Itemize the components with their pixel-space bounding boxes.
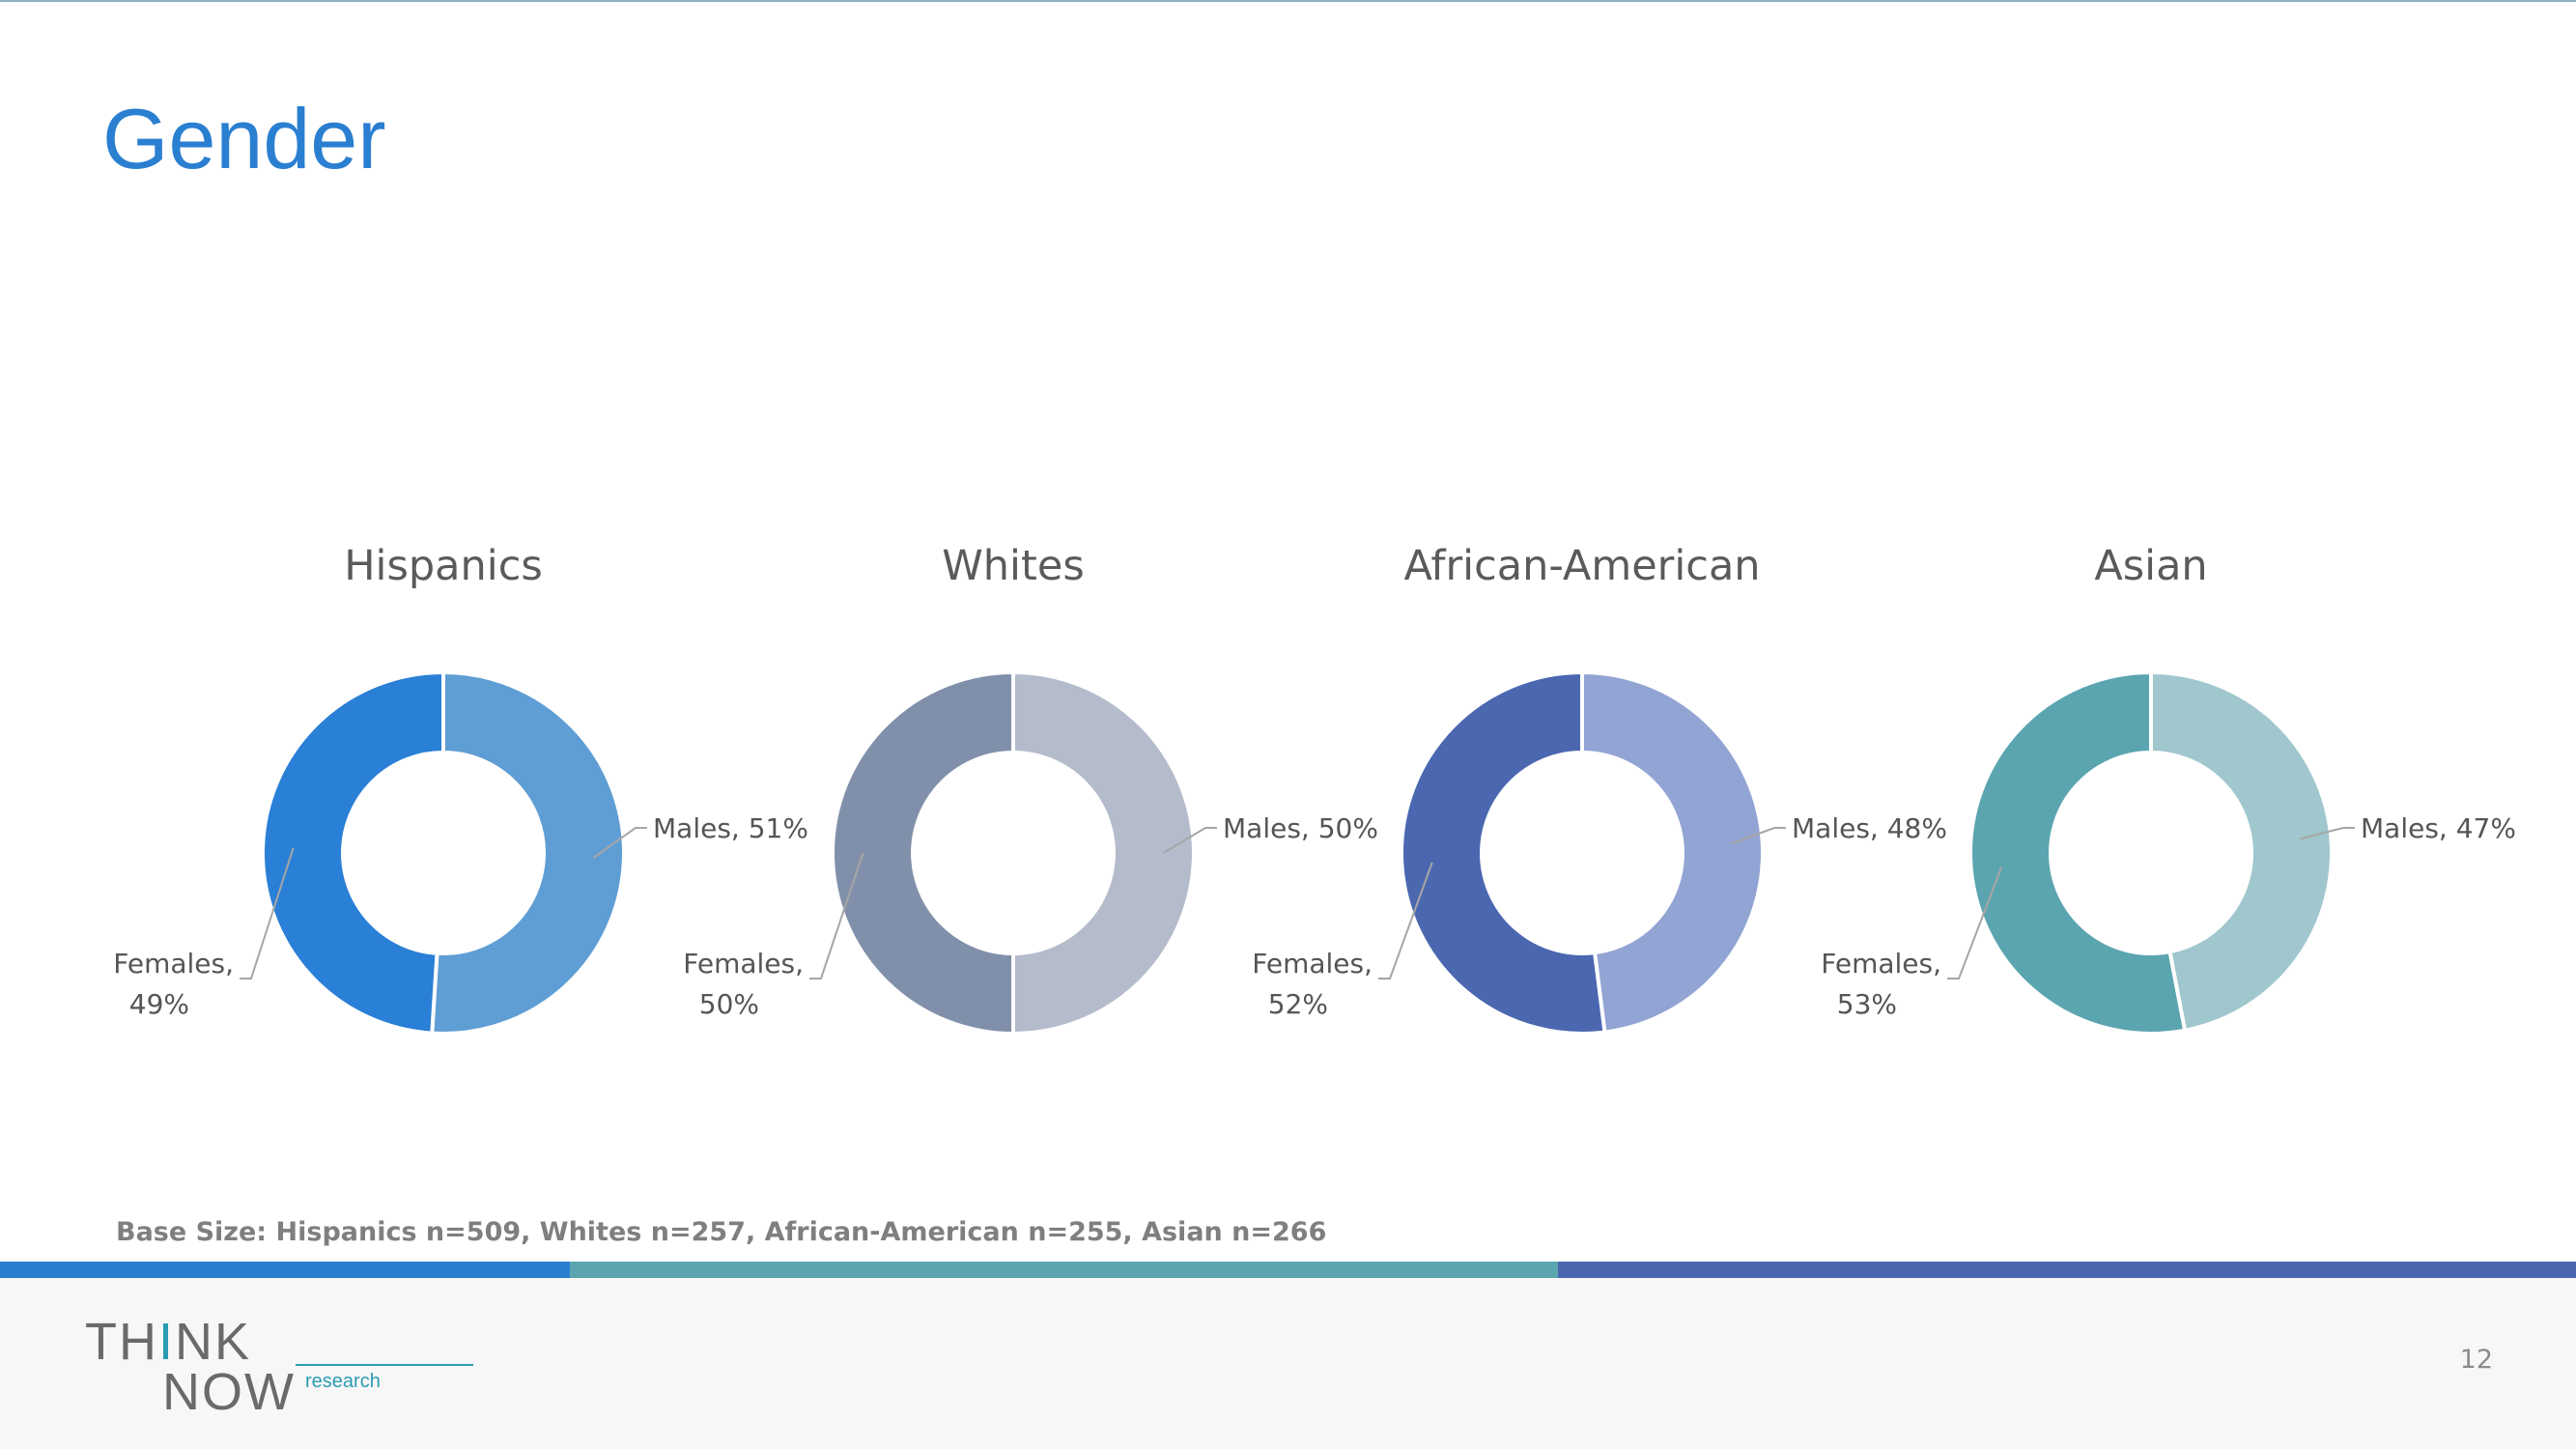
charts-row: Hispanics Males, 51% Females, 49% Whites Mal… <box>0 541 2576 1082</box>
slice-label-hispanics-males: Males, 51% <box>653 812 808 844</box>
donut-chart-whites: Whites Males, 50% Females, 50% <box>683 542 1378 1037</box>
logo-research: research <box>305 1371 381 1392</box>
donut-chart-african-american: African-American Males, 48% Females, 52% <box>1252 542 1947 1036</box>
chart-title-hispanics: Hispanics <box>344 542 543 590</box>
color-band-3 <box>1558 1262 2576 1278</box>
leader-line-whites-females <box>809 852 864 980</box>
color-band-1 <box>0 1262 570 1278</box>
slice-label-whites-males: Males, 50% <box>1223 812 1378 844</box>
slice-label-value-african-american-females: 52% <box>1268 988 1328 1020</box>
slice-hispanics-females <box>261 669 445 1036</box>
base-size-note: Base Size: Hispanics n=509, Whites n=257… <box>116 1217 1326 1247</box>
leader-line-asian-females <box>1947 867 2003 980</box>
chart-title-whites: Whites <box>942 542 1084 590</box>
leader-line-hispanics-males <box>592 827 647 859</box>
leader-line-african-american-females <box>1378 862 1433 980</box>
slice-label-african-american-males: Males, 48% <box>1792 812 1947 844</box>
chart-whites: Whites Males, 50% Females, 50% <box>683 541 1378 1082</box>
slice-label-whites-females: Females, <box>683 948 804 980</box>
thinknow-logo: THINK NOW research <box>85 1316 473 1422</box>
logo-think-pre: TH <box>85 1313 158 1371</box>
logo-think-post: NK <box>175 1313 252 1371</box>
chart-african-american: African-American Males, 48% Females, 52% <box>1252 541 1947 1082</box>
slice-asian-females <box>1968 669 2188 1036</box>
slice-label-asian-females: Females, <box>1821 948 1941 980</box>
donut-chart-asian: Asian Males, 47% Females, 53% <box>1821 542 2516 1036</box>
slice-african-american-females <box>1399 669 1607 1036</box>
chart-title-asian: Asian <box>2094 542 2207 590</box>
leader-line-african-american-males <box>1731 827 1786 845</box>
base-size-text: Hispanics n=509, Whites n=257, African-A… <box>275 1217 1327 1247</box>
leader-line-hispanics-females <box>240 847 295 980</box>
slice-whites-females <box>831 669 1015 1037</box>
base-size-prefix: Base Size: <box>116 1217 276 1247</box>
slice-hispanics-males <box>430 669 626 1036</box>
slice-african-american-males <box>1580 669 1765 1035</box>
donut-chart-hispanics: Hispanics Males, 51% Females, 49% <box>113 542 808 1036</box>
slice-label-african-american-females: Females, <box>1252 948 1373 980</box>
top-rule <box>0 0 2576 2</box>
chart-hispanics: Hispanics Males, 51% Females, 49% <box>113 541 808 1082</box>
chart-asian: Asian Males, 47% Females, 53% <box>1821 541 2516 1082</box>
slice-label-hispanics-females: Females, <box>113 948 234 980</box>
page-number: 12 <box>2459 1345 2493 1375</box>
logo-now: NOW <box>162 1363 296 1421</box>
logo-think: THINK <box>85 1316 251 1368</box>
leader-line-whites-males <box>1162 827 1217 854</box>
slice-label-asian-males: Males, 47% <box>2361 812 2516 844</box>
slice-asian-males <box>2149 669 2334 1034</box>
chart-title-african-american: African-American <box>1403 542 1760 590</box>
slice-label-value-asian-females: 53% <box>1837 988 1897 1020</box>
footer <box>0 1278 2576 1449</box>
slice-label-value-whites-females: 50% <box>699 988 759 1020</box>
slide-title: Gender <box>102 91 386 186</box>
leader-line-asian-males <box>2300 827 2355 840</box>
logo-think-i: I <box>157 1313 175 1371</box>
slice-label-value-hispanics-females: 49% <box>129 988 189 1020</box>
color-band-2 <box>570 1262 1558 1278</box>
logo-rule <box>296 1364 473 1366</box>
slice-whites-males <box>1011 669 1196 1037</box>
